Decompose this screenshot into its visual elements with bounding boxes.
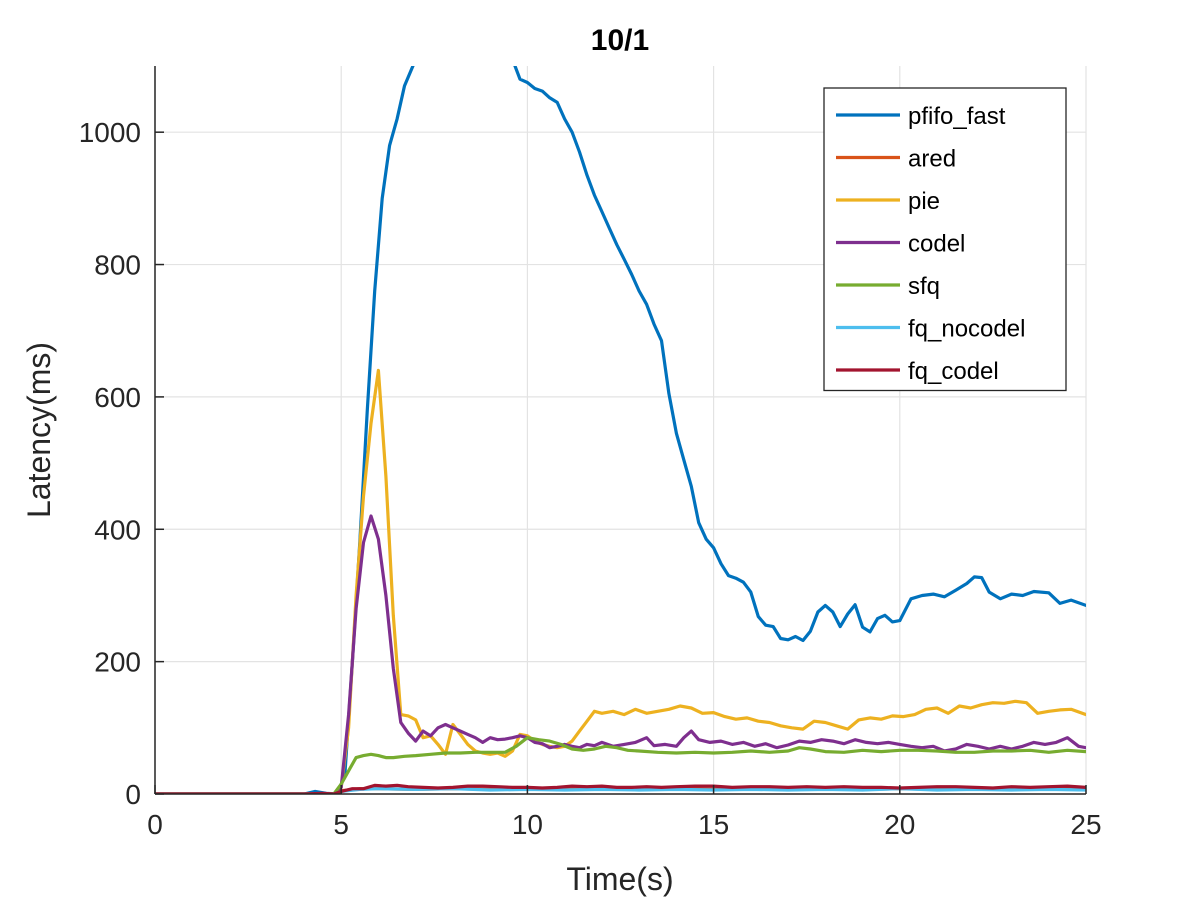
legend-label-fq-nocodel: fq_nocodel — [908, 316, 1025, 343]
axes — [154, 66, 1087, 795]
y-tick-label: 400 — [94, 514, 141, 545]
series-line-fq-nocodel — [155, 787, 1086, 794]
legend-label-codel: codel — [908, 231, 965, 258]
series-line-pfifo-fast — [155, 66, 1086, 794]
y-tick-label: 600 — [94, 382, 141, 413]
legend-label-ared: ared — [908, 146, 956, 173]
x-axis-label: Time(s) — [566, 861, 673, 897]
y-tick-label: 1000 — [79, 117, 141, 148]
x-tick-label: 5 — [333, 809, 349, 840]
x-tick-label: 20 — [884, 809, 915, 840]
y-axis-label: Latency(ms) — [21, 342, 57, 518]
y-tick-label: 800 — [94, 250, 141, 281]
legend-box — [823, 87, 1067, 392]
x-tick-label: 10 — [512, 809, 543, 840]
series-line-fq-codel — [155, 783, 1086, 794]
legend-label-fq-codel: fq_codel — [908, 358, 999, 385]
legend-label-pie: pie — [908, 188, 940, 215]
series-line-codel — [155, 514, 1086, 794]
series-layer — [155, 66, 1086, 794]
y-tick-label: 200 — [94, 647, 141, 678]
tick-labels: 0 5 10 15 20 25 0 200 400 600 800 1000 — [79, 117, 1102, 840]
x-tick-label: 15 — [698, 809, 729, 840]
y-tick-label: 0 — [125, 779, 141, 810]
x-tick-label: 0 — [147, 809, 163, 840]
legend-label-sfq: sfq — [908, 273, 940, 300]
series-line-sfq — [155, 736, 1086, 794]
legend-label-pfifo-fast: pfifo_fast — [908, 103, 1006, 130]
series-line-pie — [155, 368, 1086, 794]
chart-title: 10/1 — [591, 24, 649, 57]
x-tick-label: 25 — [1070, 809, 1101, 840]
